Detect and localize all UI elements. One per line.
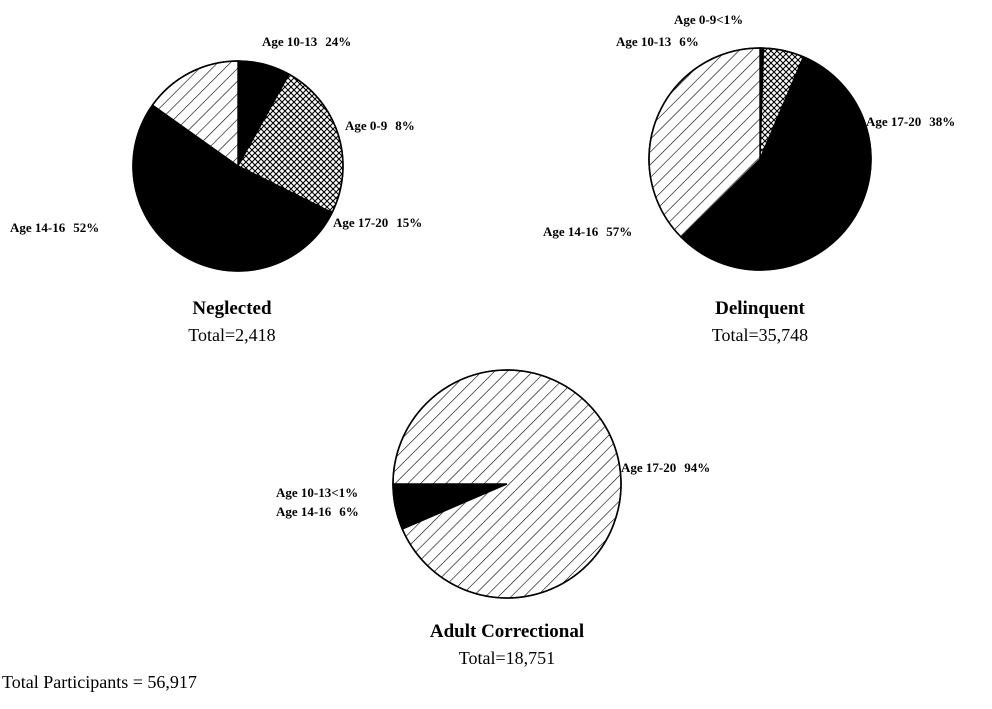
pie-outline [392,369,622,599]
pie-slices-adult-correctional [392,369,622,599]
chart-title-neglected: Neglected [192,298,272,319]
slice-label-age-10-13: Age 10-13 24% [262,34,351,49]
chart-title-adult-correctional: Adult Correctional [430,621,584,642]
chart-total-neglected: Total=2,418 [188,325,275,345]
slice-label-age-14-16: Age 14-16 57% [543,224,632,239]
chart-total-adult-correctional: Total=18,751 [459,648,555,668]
pie-chart-delinquent: Age 0-9<1% Age 10-13 6% Age 14-16 57% Age … [543,12,955,345]
pie-chart-neglected: Age 0-9 8% Age 10-13 24% Age 14-16 52% Age … [10,34,422,345]
slice-label-age-10-13: Age 10-13 6% [616,34,699,49]
chart-total-delinquent: Total=35,748 [712,325,808,345]
pie-slices-delinquent [648,47,872,271]
pie-outline [648,47,872,271]
slice-label-age-14-16: Age 14-16 6% [276,504,359,519]
pie-chart-adult-correctional: Age 17-20 94% Age 10-13<1% Age 14-16 6% Ad… [276,369,710,668]
chart-title-delinquent: Delinquent [715,298,805,319]
total-participants: Total Participants = 56,917 [2,672,197,692]
slice-label-age-14-16: Age 14-16 52% [10,220,99,235]
slice-label-age-0-9: Age 0-9 8% [345,118,415,133]
slice-label-age-10-13: Age 10-13<1% [276,485,358,500]
pie-slice-age-17-20 [392,369,622,599]
slice-label-age-0-9: Age 0-9<1% [674,12,743,27]
pie-slices-neglected [132,60,344,272]
slice-label-age-17-20: Age 17-20 15% [333,215,422,230]
pie-outline [132,60,344,272]
slice-label-age-17-20: Age 17-20 38% [866,114,955,129]
slice-label-age-17-20: Age 17-20 94% [621,460,710,475]
